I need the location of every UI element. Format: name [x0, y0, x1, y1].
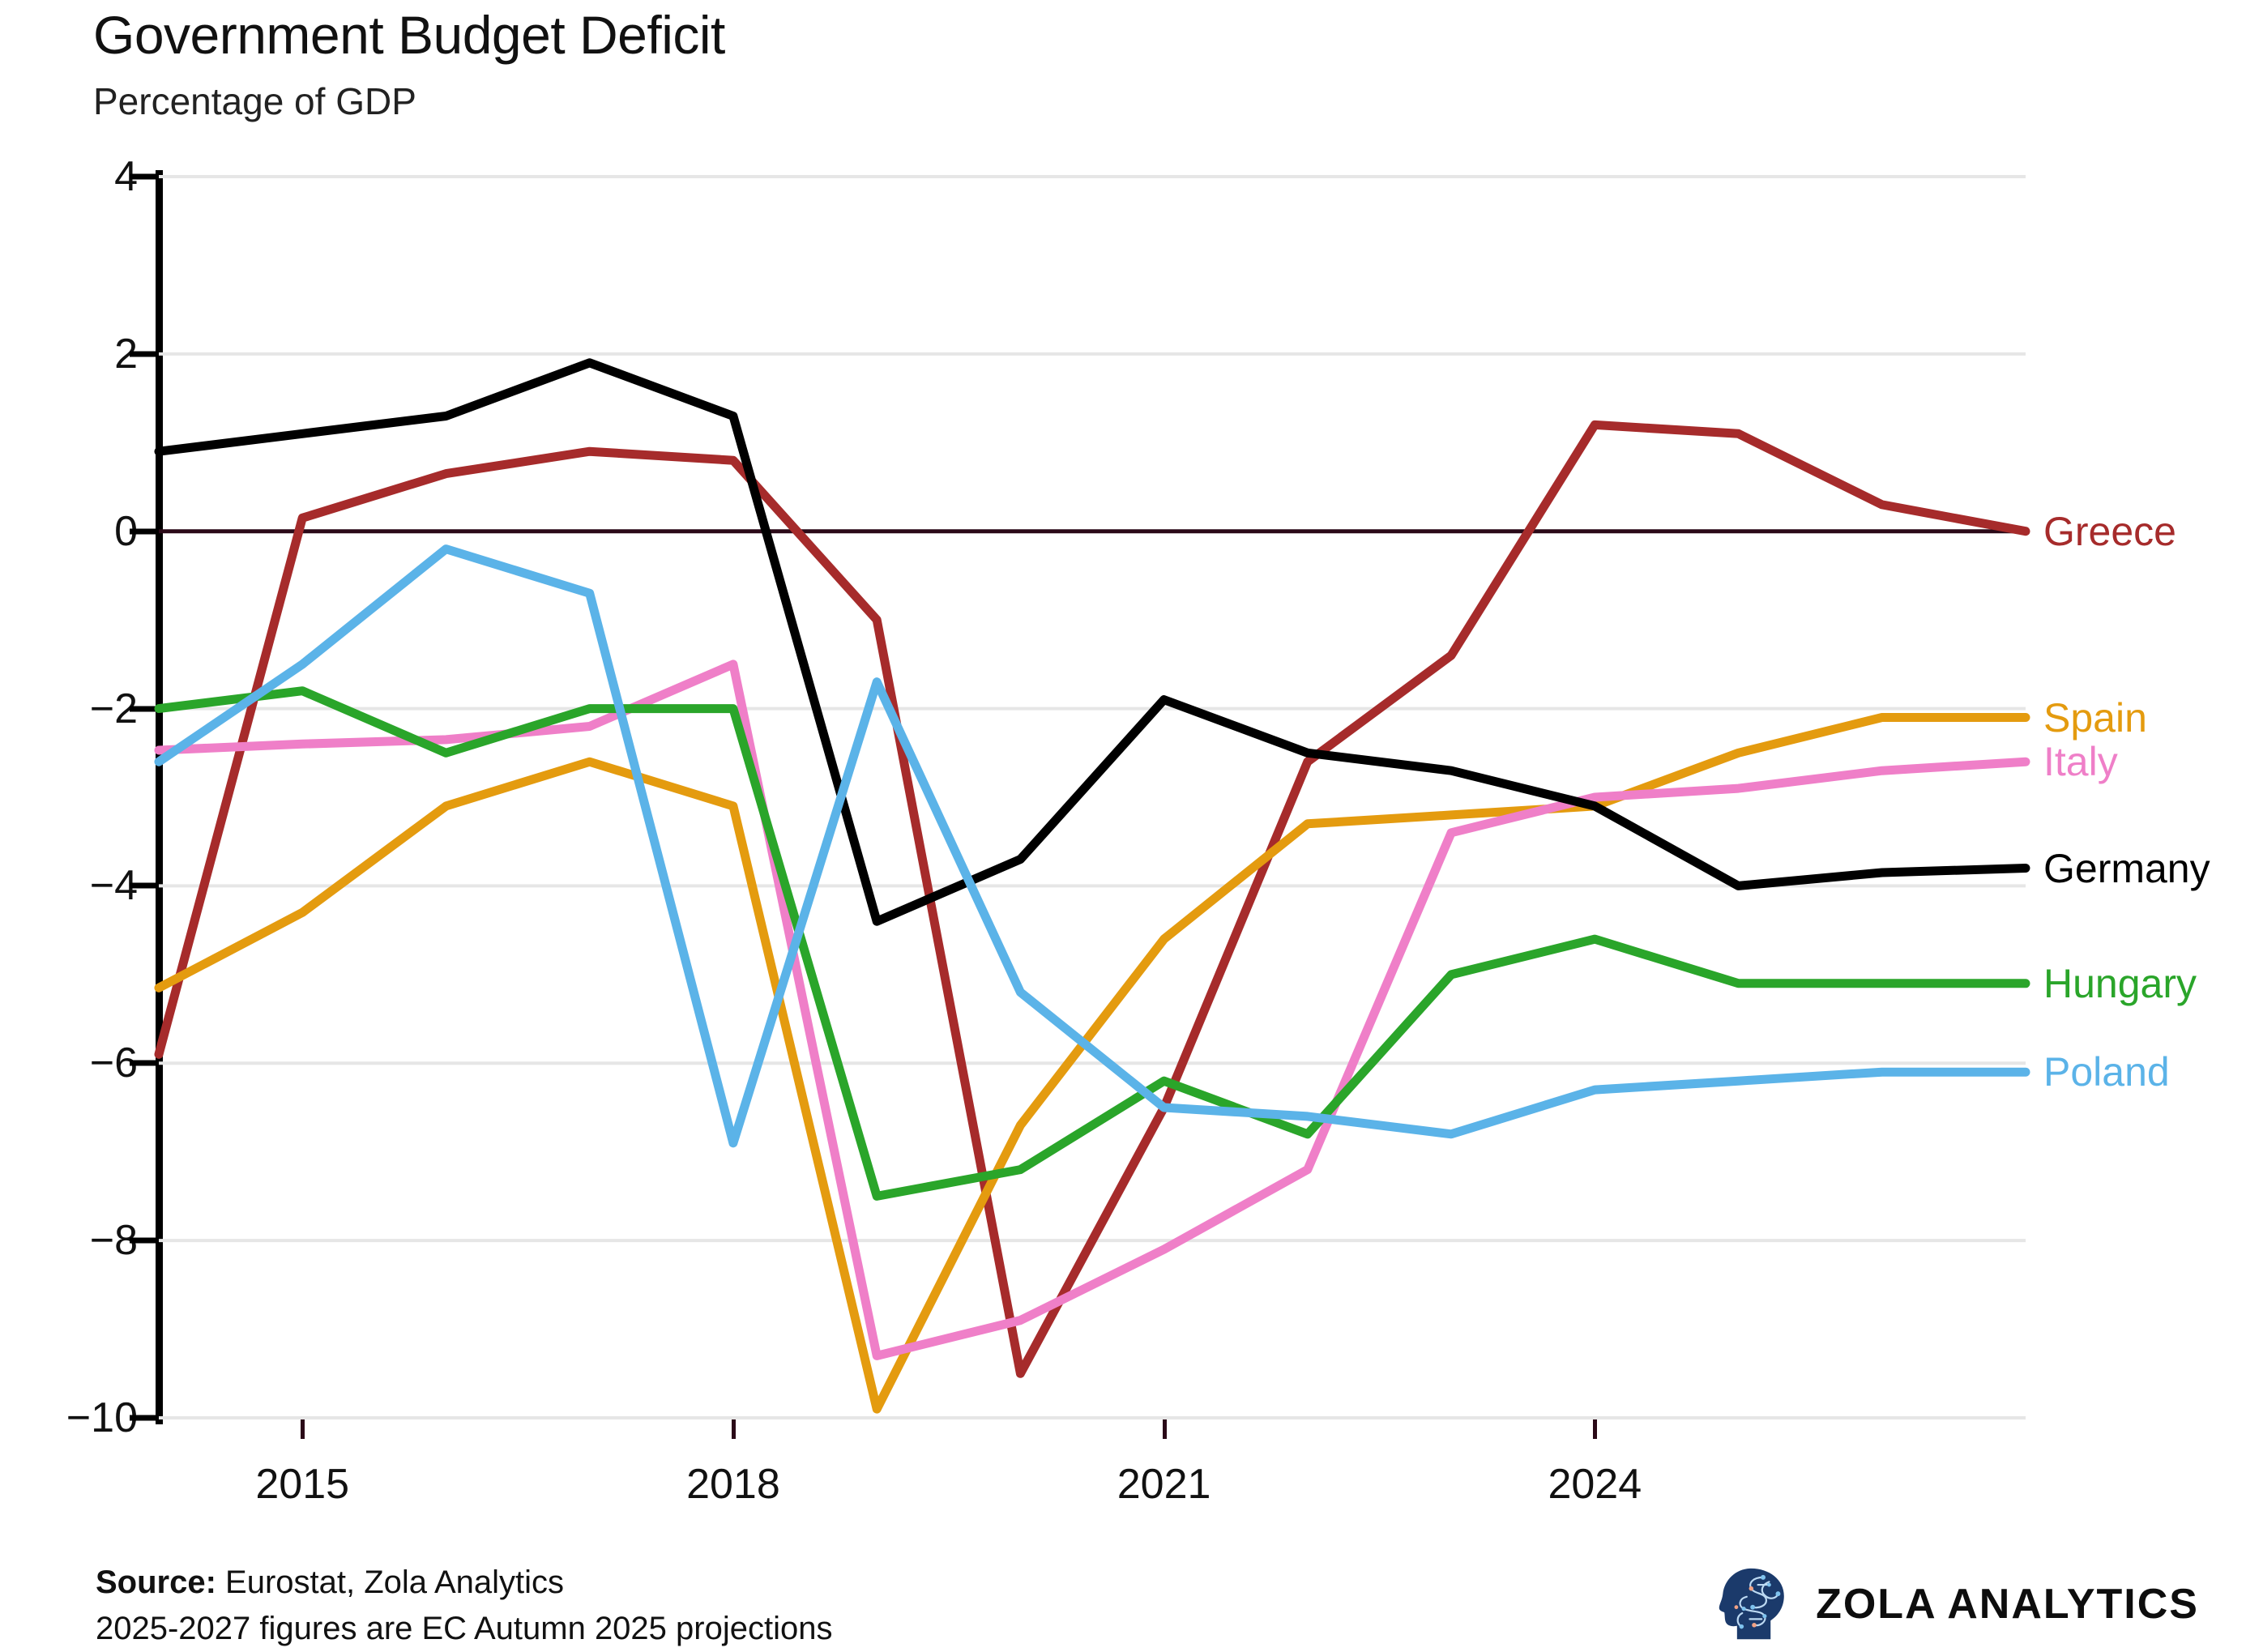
chart-subtitle: Percentage of GDP: [93, 80, 416, 122]
x-axis-tick-label: 2015: [255, 1461, 350, 1508]
x-axis-tick-label: 2018: [686, 1461, 780, 1508]
series-line-greece: [154, 420, 2030, 1378]
series-line-hungary: [154, 686, 2030, 1201]
series-label-greece[interactable]: Greece: [2043, 508, 2176, 554]
plot-area: [154, 175, 2030, 1419]
y-axis-tick-mark: [130, 351, 159, 357]
page-title: Government Budget Deficit: [93, 5, 725, 65]
y-axis-tick-mark: [130, 706, 159, 712]
y-axis-tick-label: 2: [114, 330, 138, 378]
y-axis-tick-mark: [130, 528, 159, 535]
y-axis-tick-mark: [130, 882, 159, 889]
y-axis-tick-label: −10: [66, 1394, 138, 1441]
source-line: Source: Eurostat, Zola Analytics: [96, 1560, 832, 1606]
brand-lockup: ZOLA ANALYTICS: [1717, 1565, 2199, 1643]
y-axis-tick-mark: [130, 1237, 159, 1244]
y-axis-tick-mark: [130, 173, 159, 180]
x-axis-tick-label: 2024: [1548, 1461, 1642, 1508]
y-axis-tick-label: 0: [114, 507, 138, 555]
series-label-poland[interactable]: Poland: [2043, 1049, 2170, 1095]
series-label-italy[interactable]: Italy: [2043, 739, 2118, 785]
series-line-poland: [154, 544, 2030, 1148]
y-axis-tick-label: −4: [89, 862, 138, 910]
footer: Source: Eurostat, Zola Analytics 2025-20…: [96, 1560, 832, 1652]
x-axis-tick-mark: [731, 1418, 736, 1439]
series-label-spain[interactable]: Spain: [2043, 694, 2147, 741]
head-circuit-icon: [1719, 1568, 1784, 1640]
projection-note: 2025-2027 figures are EC Autumn 2025 pro…: [96, 1610, 833, 1646]
y-axis-tick-mark: [130, 1060, 159, 1066]
series-label-hungary[interactable]: Hungary: [2043, 960, 2197, 1006]
source-text: Eurostat, Zola Analytics: [216, 1564, 565, 1600]
brand-name: ZOLA ANALYTICS: [1816, 1581, 2199, 1628]
chart-lines: [154, 175, 2030, 1419]
series-line-germany: [154, 358, 2030, 926]
y-axis-tick-label: −6: [89, 1039, 138, 1087]
chart-header: Government Budget Deficit Percentage of …: [93, 8, 725, 120]
x-axis-tick-mark: [301, 1418, 305, 1439]
x-axis-tick-mark: [1162, 1418, 1167, 1439]
source-label: Source:: [96, 1564, 216, 1600]
series-line-italy: [154, 660, 2030, 1360]
series-line-spain: [154, 713, 2030, 1414]
y-axis-line: [156, 170, 163, 1424]
x-axis-tick-label: 2021: [1117, 1461, 1211, 1508]
y-axis-tick-label: −2: [89, 685, 138, 732]
y-axis-tick-label: −8: [89, 1217, 138, 1265]
y-axis-tick-mark: [130, 1415, 159, 1421]
series-label-germany[interactable]: Germany: [2043, 845, 2210, 891]
y-axis-tick-label: 4: [114, 153, 138, 200]
x-axis-tick-mark: [1593, 1418, 1598, 1439]
